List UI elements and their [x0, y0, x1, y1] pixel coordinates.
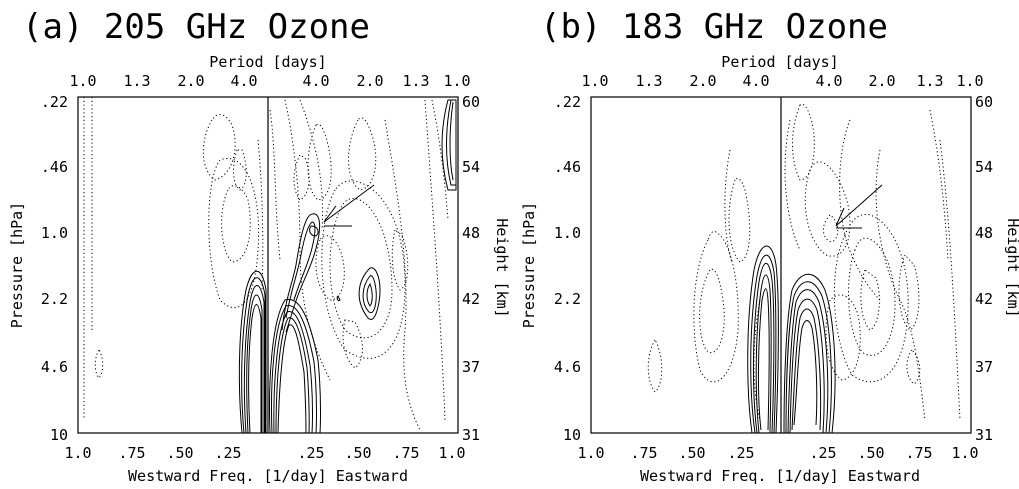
- panel-b-bottom-axis-label: Westward Freq. [1/day] Eastward: [640, 467, 920, 485]
- panel-a-positive-contours: [238, 99, 457, 434]
- panel-b-top-tick: 4.0: [815, 72, 842, 90]
- panel-a-left-axis-label: Pressure [hPa]: [8, 202, 26, 328]
- panel-b-top-tick: 1.0: [581, 72, 608, 90]
- panel-a-right-tick: 60: [462, 93, 480, 111]
- panel-a-right-tick: 31: [462, 426, 480, 444]
- panel-b-bottom-tick: .50: [678, 444, 705, 462]
- panel-a-bottom-tick: 1.0: [64, 444, 91, 462]
- panel-a-right-tick: 37: [462, 358, 480, 376]
- panel-b-left-tick: 10: [563, 426, 581, 444]
- panel-a-left-tick: 2.2: [41, 290, 68, 308]
- panel-a-bottom-tick: 1.0: [438, 444, 465, 462]
- panel-b-left-tick: .22: [554, 93, 581, 111]
- panel-b-top-axis-label: Period [days]: [721, 53, 838, 71]
- panel-a-left-tick: 1.0: [41, 224, 68, 242]
- panel-b-right-tick: 31: [975, 426, 993, 444]
- panel-b-top-tick: 1.0: [956, 72, 983, 90]
- panel-b-bottom-tick: 1.0: [577, 444, 604, 462]
- panel-b-right-axis-label: Height [km]: [1004, 218, 1019, 317]
- panel-a-top-tick: 2.0: [356, 72, 383, 90]
- panel-a-top-tick: 1.0: [69, 72, 96, 90]
- panel-b-top-tick: 2.0: [868, 72, 895, 90]
- panel-b-title: (b) 183 GHz Ozone: [540, 7, 888, 47]
- panel-a-top-tick: 1.3: [123, 72, 150, 90]
- panel-a-top-tick: 4.0: [230, 72, 257, 90]
- panel-a-bottom-tick: .75: [392, 444, 419, 462]
- panel-b-right-tick: 54: [975, 158, 993, 176]
- panel-b-top-tick: 2.0: [689, 72, 716, 90]
- panel-b-left-tick: 1.0: [554, 224, 581, 242]
- panel-a-right-tick: 42: [462, 290, 480, 308]
- panel-a: (a) 205 GHz Ozone Period [days] 1.0 1.3 …: [8, 7, 511, 485]
- panel-a-right-axis-label: Height [km]: [493, 218, 511, 317]
- panel-b-left-axis-label: Pressure [hPa]: [520, 202, 538, 328]
- panel-a-right-tick: 54: [462, 158, 480, 176]
- panel-b: (b) 183 GHz Ozone Period [days] 1.0 1.3 …: [520, 7, 1019, 485]
- panel-b-bottom-tick: 1.0: [951, 444, 978, 462]
- panel-b-bottom-tick: .25: [809, 444, 836, 462]
- panel-b-left-tick: 4.6: [554, 358, 581, 376]
- panel-a-title: (a) 205 GHz Ozone: [22, 7, 370, 47]
- panel-a-top-tick: 1.3: [402, 72, 429, 90]
- panel-b-bottom-tick: .75: [905, 444, 932, 462]
- panel-b-right-tick: 48: [975, 224, 993, 242]
- panel-b-top-tick: 1.3: [635, 72, 662, 90]
- panel-a-left-tick: .46: [41, 158, 68, 176]
- panel-a-bottom-tick: .25: [214, 444, 241, 462]
- panel-a-bottom-tick: .25: [297, 444, 324, 462]
- panel-a-bottom-tick: .50: [344, 444, 371, 462]
- panel-b-right-tick: 42: [975, 290, 993, 308]
- panel-b-top-tick: 1.3: [916, 72, 943, 90]
- panel-b-negative-contours: [647, 103, 961, 421]
- panel-b-left-tick: 2.2: [554, 290, 581, 308]
- panel-a-arrow-annotation: [323, 184, 375, 227]
- panel-a-bottom-tick: .75: [118, 444, 145, 462]
- panel-b-bottom-tick: .50: [857, 444, 884, 462]
- panel-b-right-tick: 37: [975, 358, 993, 376]
- panel-a-left-tick: .22: [41, 93, 68, 111]
- panel-a-bottom-tick: .50: [166, 444, 193, 462]
- panel-a-top-tick: 4.0: [302, 72, 329, 90]
- panel-a-left-tick: 4.6: [41, 358, 68, 376]
- panel-b-right-tick: 60: [975, 93, 993, 111]
- panel-b-positive-contours: [747, 245, 836, 434]
- panel-a-top-tick: 1.0: [443, 72, 470, 90]
- panel-a-bottom-axis-label: Westward Freq. [1/day] Eastward: [128, 467, 408, 485]
- panel-b-top-tick: 4.0: [742, 72, 769, 90]
- panel-a-right-tick: 48: [462, 224, 480, 242]
- panel-a-left-tick: 10: [50, 426, 68, 444]
- panel-b-bottom-tick: .25: [727, 444, 754, 462]
- panel-a-top-axis-label: Period [days]: [209, 53, 326, 71]
- panel-b-arrow-annotation: [835, 184, 883, 229]
- panel-b-left-tick: .46: [554, 158, 581, 176]
- panel-b-bottom-tick: .75: [630, 444, 657, 462]
- panel-a-top-tick: 2.0: [177, 72, 204, 90]
